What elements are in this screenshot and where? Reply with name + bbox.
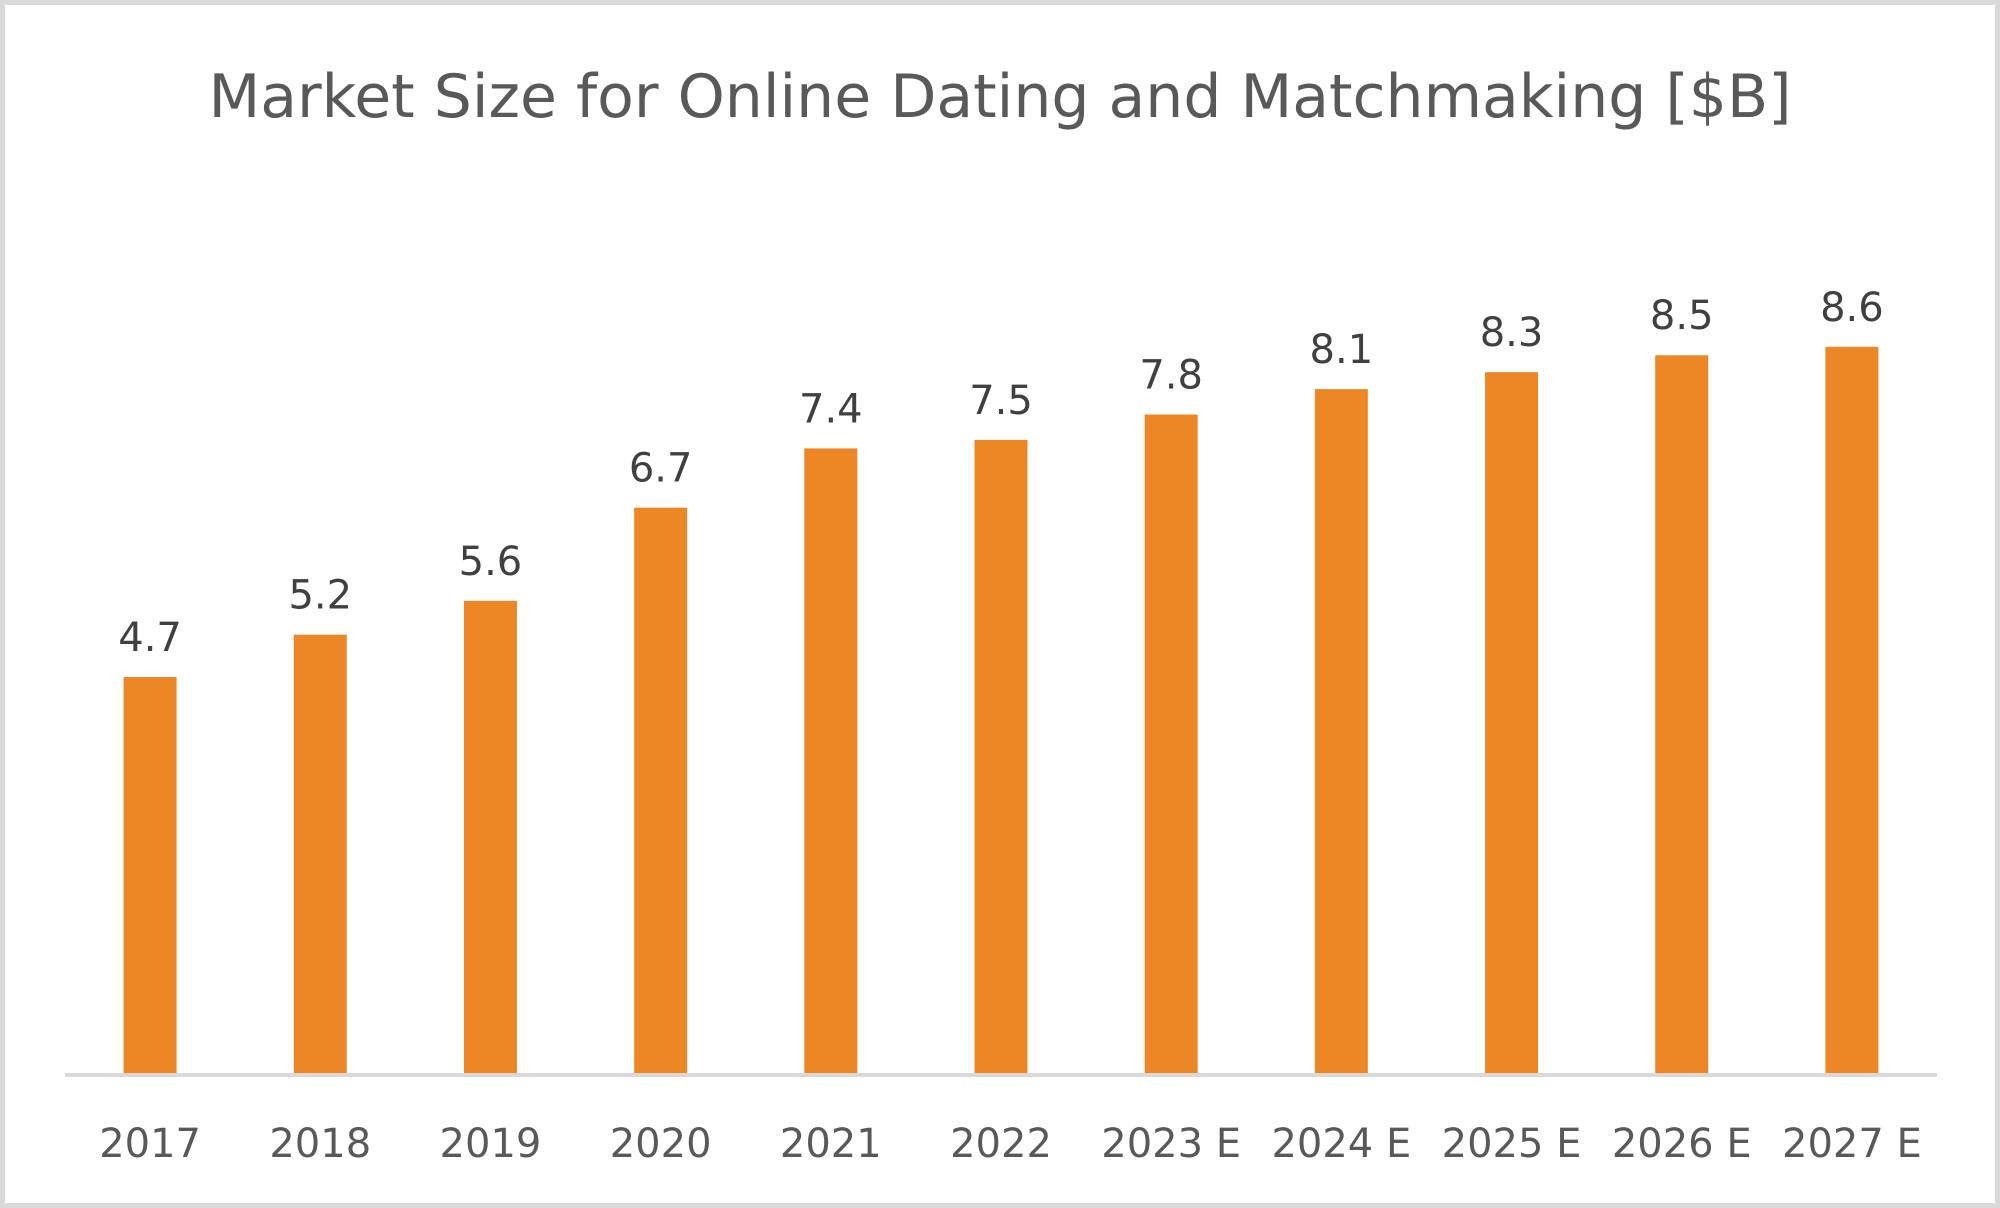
x-tick-label-2023-e: 2023 E xyxy=(1101,1121,1241,1167)
data-label-2019: 5.6 xyxy=(459,539,523,585)
data-label-2027-e: 8.6 xyxy=(1820,285,1884,331)
x-tick-label-2022: 2022 xyxy=(950,1121,1052,1167)
bar-2019 xyxy=(463,600,517,1075)
bar-2025-e xyxy=(1485,372,1539,1075)
x-tick-label-2024-e: 2024 E xyxy=(1271,1121,1411,1167)
data-label-2026-e: 8.5 xyxy=(1650,293,1714,339)
bar-2022 xyxy=(974,439,1028,1075)
bar-2023-e xyxy=(1144,414,1198,1075)
data-label-2022: 7.5 xyxy=(969,378,1033,424)
data-label-2020: 6.7 xyxy=(629,446,693,492)
bar-2018 xyxy=(293,634,347,1075)
data-label-2018: 5.2 xyxy=(288,573,352,619)
data-label-2023-e: 7.8 xyxy=(1139,353,1203,399)
x-tick-label-2025-e: 2025 E xyxy=(1442,1121,1582,1167)
bar-2027-e xyxy=(1825,346,1879,1075)
x-tick-label-2027-e: 2027 E xyxy=(1782,1121,1922,1167)
x-tick-label-2021: 2021 xyxy=(780,1121,882,1167)
x-tick-label-2018: 2018 xyxy=(269,1121,371,1167)
x-axis-tick-labels: 2017 2018 2019 2020 2021 2022 2023 E 2024 E 2025… xyxy=(99,1121,1922,1167)
bar-2021 xyxy=(804,448,858,1075)
data-label-2025-e: 8.3 xyxy=(1480,310,1544,356)
bar-2020 xyxy=(634,507,688,1075)
bar-2017 xyxy=(123,677,177,1075)
chart-title: Market Size for Online Dating and Matchm… xyxy=(208,62,1791,132)
bar-2026-e xyxy=(1655,355,1709,1075)
bar-2024-e xyxy=(1314,389,1368,1075)
data-label-2024-e: 8.1 xyxy=(1310,327,1374,373)
x-tick-label-2019: 2019 xyxy=(440,1121,542,1167)
bar-chart: Market Size for Online Dating and Matchm… xyxy=(65,62,1937,1167)
data-label-2021: 7.4 xyxy=(799,386,863,432)
x-tick-label-2026-e: 2026 E xyxy=(1612,1121,1752,1167)
bars-layer xyxy=(123,346,1879,1075)
x-tick-label-2020: 2020 xyxy=(610,1121,712,1167)
x-tick-label-2017: 2017 xyxy=(99,1121,201,1167)
data-labels-layer: 4.7 5.2 5.6 6.7 7.4 7.5 7.8 8.1 8.3 8.5 8.6 xyxy=(118,285,1883,661)
data-label-2017: 4.7 xyxy=(118,615,182,661)
